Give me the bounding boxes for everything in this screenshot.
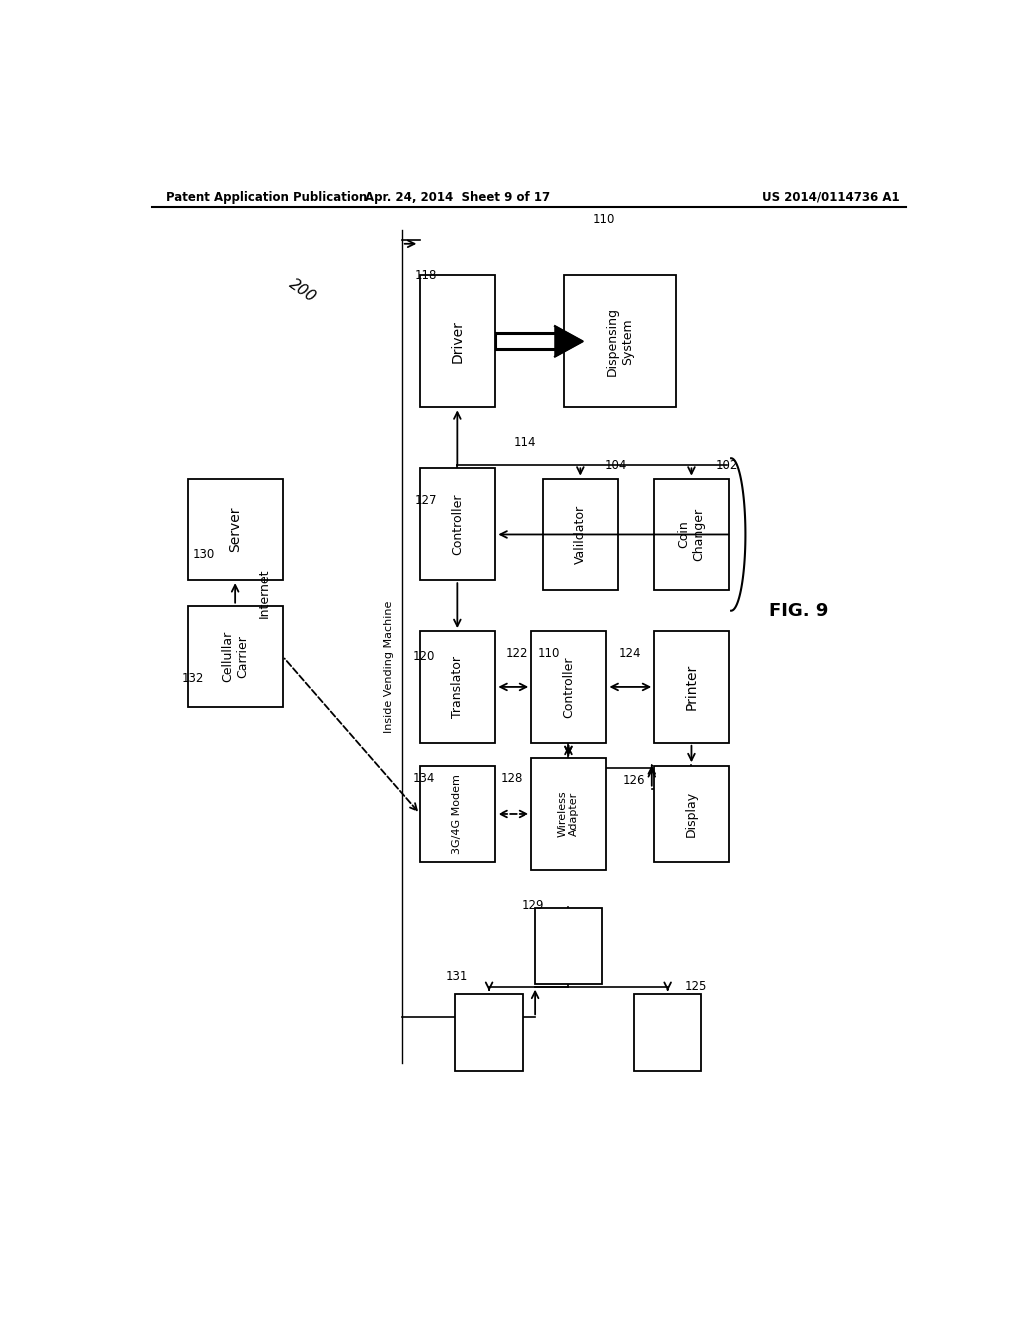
- Text: 118: 118: [415, 269, 437, 281]
- Text: 132: 132: [182, 672, 204, 685]
- FancyBboxPatch shape: [456, 994, 523, 1071]
- Text: Internet: Internet: [258, 569, 271, 618]
- FancyBboxPatch shape: [535, 908, 602, 985]
- Text: Controller: Controller: [562, 656, 574, 718]
- FancyBboxPatch shape: [420, 631, 495, 743]
- Text: 110: 110: [593, 213, 615, 226]
- FancyBboxPatch shape: [420, 276, 495, 408]
- FancyBboxPatch shape: [530, 758, 606, 870]
- FancyBboxPatch shape: [653, 479, 729, 590]
- Text: 126: 126: [623, 774, 645, 787]
- Text: 129: 129: [521, 899, 544, 912]
- FancyBboxPatch shape: [543, 479, 618, 590]
- FancyBboxPatch shape: [187, 479, 283, 581]
- FancyBboxPatch shape: [420, 766, 495, 862]
- Text: Patent Application Publication: Patent Application Publication: [166, 190, 368, 203]
- Text: 114: 114: [514, 437, 536, 450]
- Text: 120: 120: [413, 649, 435, 663]
- FancyBboxPatch shape: [530, 631, 606, 743]
- Text: 200: 200: [287, 276, 318, 305]
- FancyBboxPatch shape: [420, 469, 495, 581]
- FancyBboxPatch shape: [187, 606, 283, 708]
- Text: 102: 102: [716, 459, 738, 471]
- Text: Cellullar
Carrier: Cellullar Carrier: [221, 631, 249, 682]
- FancyBboxPatch shape: [653, 766, 729, 862]
- FancyBboxPatch shape: [634, 994, 701, 1071]
- Text: Coin
Changer: Coin Changer: [678, 508, 706, 561]
- Polygon shape: [555, 326, 583, 356]
- FancyBboxPatch shape: [564, 276, 676, 408]
- Text: 128: 128: [501, 772, 523, 785]
- Text: FIG. 9: FIG. 9: [769, 602, 828, 619]
- Text: Driver: Driver: [451, 319, 464, 363]
- Text: Wireless
Adapter: Wireless Adapter: [558, 791, 580, 837]
- Text: Controller: Controller: [451, 494, 464, 554]
- Text: Translator: Translator: [451, 656, 464, 718]
- Text: 125: 125: [684, 981, 707, 993]
- FancyBboxPatch shape: [653, 631, 729, 743]
- Text: 134: 134: [413, 772, 435, 785]
- Text: 104: 104: [605, 459, 628, 471]
- Text: US 2014/0114736 A1: US 2014/0114736 A1: [762, 190, 899, 203]
- Text: 122: 122: [506, 647, 528, 660]
- Text: Printer: Printer: [684, 664, 698, 710]
- Text: 110: 110: [538, 647, 560, 660]
- Text: 130: 130: [193, 548, 214, 561]
- Text: 127: 127: [415, 495, 437, 507]
- Text: 131: 131: [446, 970, 469, 983]
- Text: Valildator: Valildator: [573, 506, 587, 564]
- Text: 124: 124: [620, 647, 642, 660]
- Text: 3G/4G Modem: 3G/4G Modem: [453, 774, 463, 854]
- Text: Apr. 24, 2014  Sheet 9 of 17: Apr. 24, 2014 Sheet 9 of 17: [365, 190, 550, 203]
- Text: Inside Vending Machine: Inside Vending Machine: [384, 601, 394, 733]
- Text: Dispensing
System: Dispensing System: [606, 306, 634, 376]
- Text: Server: Server: [228, 507, 242, 552]
- Text: Display: Display: [685, 791, 698, 837]
